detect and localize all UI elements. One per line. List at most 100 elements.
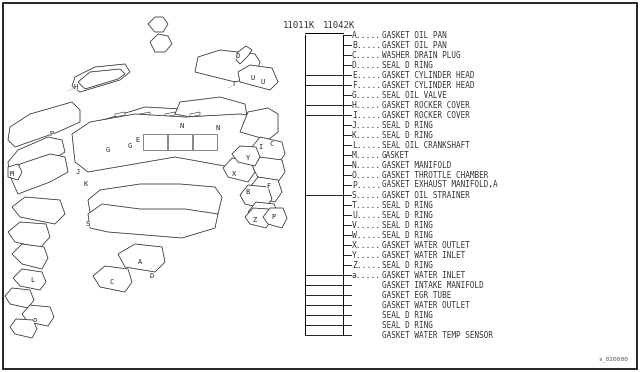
Text: F: F	[266, 183, 270, 189]
Text: B: B	[246, 189, 250, 195]
Text: K: K	[84, 181, 88, 187]
Text: M.....: M.....	[352, 151, 381, 160]
Polygon shape	[240, 108, 278, 140]
Text: B.....: B.....	[352, 41, 381, 49]
Text: N.....: N.....	[352, 160, 381, 170]
Polygon shape	[250, 177, 282, 202]
Polygon shape	[5, 288, 34, 308]
Text: GASKET WATER INLET: GASKET WATER INLET	[382, 250, 465, 260]
Text: E.....: E.....	[352, 71, 381, 80]
Text: P.....: P.....	[352, 180, 381, 189]
Polygon shape	[115, 112, 125, 117]
Text: s_020000: s_020000	[598, 356, 628, 362]
Text: G: G	[128, 143, 132, 149]
Text: SEAL D RING: SEAL D RING	[382, 221, 433, 230]
Text: A.....: A.....	[352, 31, 381, 39]
Polygon shape	[240, 185, 272, 209]
Polygon shape	[248, 202, 278, 224]
Text: T.....: T.....	[352, 201, 381, 209]
Text: D: D	[150, 273, 154, 279]
Polygon shape	[78, 69, 125, 89]
Text: C: C	[270, 141, 274, 147]
Text: G.....: G.....	[352, 90, 381, 99]
Text: S.....: S.....	[352, 190, 381, 199]
Text: SEAL D RING: SEAL D RING	[382, 231, 433, 240]
Text: T: T	[232, 81, 236, 87]
Text: N: N	[180, 123, 184, 129]
Text: GASKET OIL PAN: GASKET OIL PAN	[382, 31, 447, 39]
Text: K.....: K.....	[352, 131, 381, 140]
Text: Z: Z	[253, 217, 257, 223]
Text: GASKET ROCKER COVER: GASKET ROCKER COVER	[382, 100, 470, 109]
Polygon shape	[8, 164, 22, 180]
Polygon shape	[238, 65, 278, 90]
Polygon shape	[175, 97, 248, 130]
Text: GASKET WATER OUTLET: GASKET WATER OUTLET	[382, 301, 470, 310]
Text: GASKET EGR TUBE: GASKET EGR TUBE	[382, 291, 451, 299]
Polygon shape	[190, 112, 200, 117]
Text: P: P	[272, 214, 276, 220]
Text: J.....: J.....	[352, 121, 381, 129]
Text: SEAL D RING: SEAL D RING	[382, 211, 433, 219]
Text: P: P	[50, 131, 54, 137]
Text: GASKET ROCKER COVER: GASKET ROCKER COVER	[382, 110, 470, 119]
Text: SEAL D RING: SEAL D RING	[382, 311, 433, 320]
Polygon shape	[252, 157, 285, 182]
Polygon shape	[88, 184, 222, 224]
Polygon shape	[165, 112, 175, 117]
Text: L: L	[30, 277, 34, 283]
Polygon shape	[195, 50, 260, 82]
Text: WASHER DRAIN PLUG: WASHER DRAIN PLUG	[382, 51, 461, 60]
Text: U: U	[251, 75, 255, 81]
Polygon shape	[223, 158, 255, 182]
Text: a.....: a.....	[352, 270, 381, 279]
Text: Z.....: Z.....	[352, 260, 381, 269]
Text: O.....: O.....	[352, 170, 381, 180]
Text: GASKET THROTTLE CHAMBER: GASKET THROTTLE CHAMBER	[382, 170, 488, 180]
Polygon shape	[10, 154, 68, 194]
Text: I.....: I.....	[352, 110, 381, 119]
Polygon shape	[13, 269, 46, 290]
Text: GASKET WATER INLET: GASKET WATER INLET	[382, 270, 465, 279]
Text: L.....: L.....	[352, 141, 381, 150]
Text: M: M	[10, 171, 14, 177]
Polygon shape	[8, 102, 80, 147]
Polygon shape	[8, 222, 50, 248]
Text: o: o	[33, 317, 37, 323]
Text: SEAL OIL CRANKSHAFT: SEAL OIL CRANKSHAFT	[382, 141, 470, 150]
Text: X.....: X.....	[352, 241, 381, 250]
Text: GASKET EXHAUST MANIFOLD,A: GASKET EXHAUST MANIFOLD,A	[382, 180, 498, 189]
Text: GASKET OIL PAN: GASKET OIL PAN	[382, 41, 447, 49]
Text: C: C	[110, 279, 114, 285]
Text: GASKET MANIFOLD: GASKET MANIFOLD	[382, 160, 451, 170]
Polygon shape	[252, 137, 285, 164]
Polygon shape	[245, 208, 272, 228]
Polygon shape	[143, 134, 167, 150]
Polygon shape	[85, 107, 248, 152]
Polygon shape	[150, 34, 172, 52]
Text: Y: Y	[246, 155, 250, 161]
Text: X: X	[232, 171, 236, 177]
Text: N: N	[216, 125, 220, 131]
Text: E: E	[136, 137, 140, 143]
Text: I: I	[258, 144, 262, 150]
Text: SEAL OIL VALVE: SEAL OIL VALVE	[382, 90, 447, 99]
Text: V.....: V.....	[352, 221, 381, 230]
Text: D.....: D.....	[352, 61, 381, 70]
Polygon shape	[148, 17, 168, 32]
Text: Y.....: Y.....	[352, 250, 381, 260]
Text: GASKET INTAKE MANIFOLD: GASKET INTAKE MANIFOLD	[382, 280, 484, 289]
Text: H.....: H.....	[352, 100, 381, 109]
Polygon shape	[263, 208, 287, 228]
Polygon shape	[12, 197, 65, 224]
Text: SEAL D RING: SEAL D RING	[382, 61, 433, 70]
Polygon shape	[168, 134, 192, 150]
Polygon shape	[236, 46, 252, 64]
Text: H: H	[74, 84, 78, 90]
Polygon shape	[12, 244, 48, 269]
Text: GASKET CYLINDER HEAD: GASKET CYLINDER HEAD	[382, 80, 474, 90]
Text: D: D	[236, 53, 240, 59]
Polygon shape	[118, 244, 165, 272]
Polygon shape	[140, 112, 150, 117]
Polygon shape	[193, 134, 217, 150]
